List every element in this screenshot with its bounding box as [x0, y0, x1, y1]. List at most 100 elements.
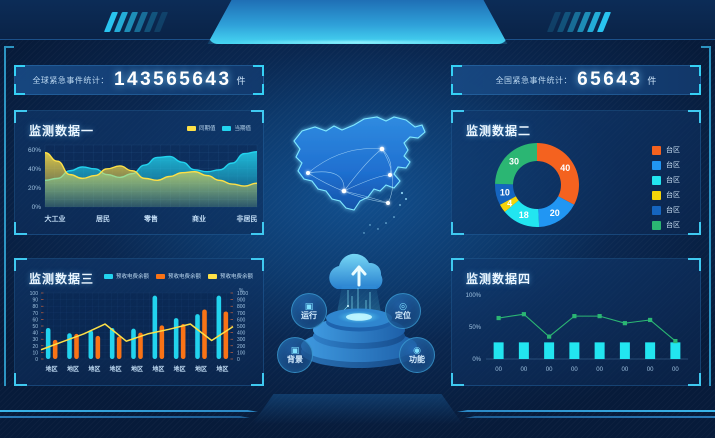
legend-item-5: 台区 [652, 220, 680, 230]
header-stripes-left [103, 12, 169, 32]
svg-text:地区: 地区 [67, 365, 79, 373]
legend-swatch-icon [652, 175, 661, 185]
frame-right-bracket [701, 46, 711, 386]
svg-text:商业: 商业 [192, 214, 206, 223]
locate-icon: ◎ [399, 301, 407, 311]
svg-text:0: 0 [35, 357, 38, 363]
svg-text:50: 50 [32, 324, 38, 330]
svg-text:零售: 零售 [143, 214, 158, 223]
svg-text:80: 80 [32, 304, 38, 310]
bar-chart-monitor-four: 0% 50% 100% 00 00 00 00 00 00 00 00 [466, 293, 688, 373]
legend-item-0: 同期值 [186, 124, 216, 132]
control-button-background[interactable]: ▣ 背景 [277, 337, 313, 373]
donut-slice [495, 183, 516, 205]
donut-slice [499, 196, 519, 212]
svg-text:00: 00 [672, 367, 679, 373]
svg-text:40: 40 [560, 163, 570, 173]
line-marker [673, 338, 678, 344]
legend-label: 台区 [666, 207, 680, 214]
svg-text:地区: 地区 [216, 365, 228, 373]
area-chart-monitor-one: 0% 20% 40% 60% 大工业 居民 零售 商业 非居民 [28, 144, 258, 223]
legend-label: 同期值 [198, 126, 216, 132]
control-button-run[interactable]: ▣ 运行 [291, 293, 327, 329]
national-stat-label: 全国紧急事件统计： [495, 75, 573, 85]
bar [195, 314, 200, 359]
svg-text:60%: 60% [28, 147, 41, 154]
svg-text:非居民: 非居民 [237, 214, 258, 223]
donut-slice [537, 143, 579, 205]
bar [152, 295, 158, 359]
legend-swatch-icon [652, 145, 661, 155]
donut-slice [538, 196, 575, 227]
legend-swatch-icon [652, 190, 661, 200]
legend-item-0: 预收电费余额 [103, 272, 149, 280]
svg-text:500: 500 [237, 324, 246, 330]
legend-label: 预收电费余额 [115, 274, 149, 280]
bar [95, 335, 101, 359]
legend-item-0: 台区 [652, 145, 680, 155]
svg-text:00: 00 [622, 367, 629, 373]
panel-one-legend: 同期值 当期值 [186, 124, 251, 132]
bar-chart-monitor-three: 0102030405060708090100010020030040050060… [30, 288, 249, 373]
svg-text:30: 30 [509, 156, 519, 166]
global-stat-label: 全球紧急事件统计： [32, 75, 109, 85]
svg-text:200: 200 [237, 344, 246, 350]
svg-text:100%: 100% [466, 293, 482, 299]
bar [493, 342, 504, 359]
control-button-label: 定位 [395, 311, 411, 320]
national-stat-unit: 件 [647, 75, 657, 86]
top-header-bar [0, 0, 715, 52]
donut-slice [504, 200, 540, 227]
panel-two-title: 监测数据二 [466, 124, 532, 138]
bar [45, 327, 51, 359]
svg-text:00: 00 [571, 367, 578, 373]
bar [109, 327, 115, 359]
bar [619, 342, 630, 359]
control-button-label: 背景 [287, 355, 303, 364]
china-map-svg [293, 116, 426, 234]
svg-text:30: 30 [32, 337, 38, 343]
bar [645, 342, 656, 359]
global-stat-unit: 件 [236, 75, 246, 86]
panel-one-title: 监测数据一 [29, 124, 95, 138]
legend-item-2: 台区 [652, 175, 680, 185]
svg-text:居民: 居民 [96, 215, 110, 223]
svg-text:地区: 地区 [195, 365, 207, 373]
trend-line [40, 323, 234, 351]
legend-label: 台区 [666, 147, 680, 154]
panel-two-legend: 台区 台区 台区 台区 台区 台区 [652, 145, 680, 235]
svg-text:地区: 地区 [152, 365, 164, 373]
legend-label: 预收电费余额 [219, 274, 253, 280]
svg-text:600: 600 [237, 317, 246, 323]
header-stripes-right [546, 12, 612, 32]
legend-item-1: 当期值 [222, 124, 251, 132]
legend-label: 台区 [666, 192, 680, 199]
bar [569, 342, 580, 359]
map-islands [363, 191, 407, 234]
china-map[interactable] [282, 105, 434, 240]
svg-text:地区: 地区 [174, 365, 186, 373]
legend-swatch-icon [186, 125, 196, 131]
line-marker [572, 314, 577, 319]
bar [594, 342, 605, 359]
line-marker [547, 334, 552, 339]
control-button-label: 功能 [409, 355, 425, 364]
svg-text:20: 20 [32, 344, 38, 350]
panel-monitor-two: 监测数据二 40 20 18 4 10 30 台区 台区 台区 台区 台区 台区 [451, 110, 701, 235]
svg-text:地区: 地区 [131, 365, 143, 373]
legend-swatch-icon [103, 273, 113, 279]
svg-text:700: 700 [237, 311, 246, 317]
bar [131, 328, 136, 359]
china-map-outline [293, 116, 426, 211]
panel-three-legend: 预收电费余额 预收电费余额 预收电费余额 [103, 272, 253, 280]
svg-text:1000: 1000 [237, 291, 248, 297]
control-button-function[interactable]: ◉ 功能 [399, 337, 435, 373]
svg-text:50%: 50% [469, 325, 482, 331]
national-stat-value: 65643 [577, 69, 643, 90]
legend-label: 台区 [666, 222, 680, 229]
global-stat-bar: 全球紧急事件统计： 143565643 件 [14, 65, 264, 95]
control-button-locate[interactable]: ◎ 定位 [385, 293, 421, 329]
legend-swatch-icon [207, 273, 217, 279]
panel-monitor-four: 监测数据四 0% 50% 100% 00 00 00 00 00 00 00 00 [451, 258, 701, 386]
global-stat-value: 143565643 [113, 69, 232, 90]
